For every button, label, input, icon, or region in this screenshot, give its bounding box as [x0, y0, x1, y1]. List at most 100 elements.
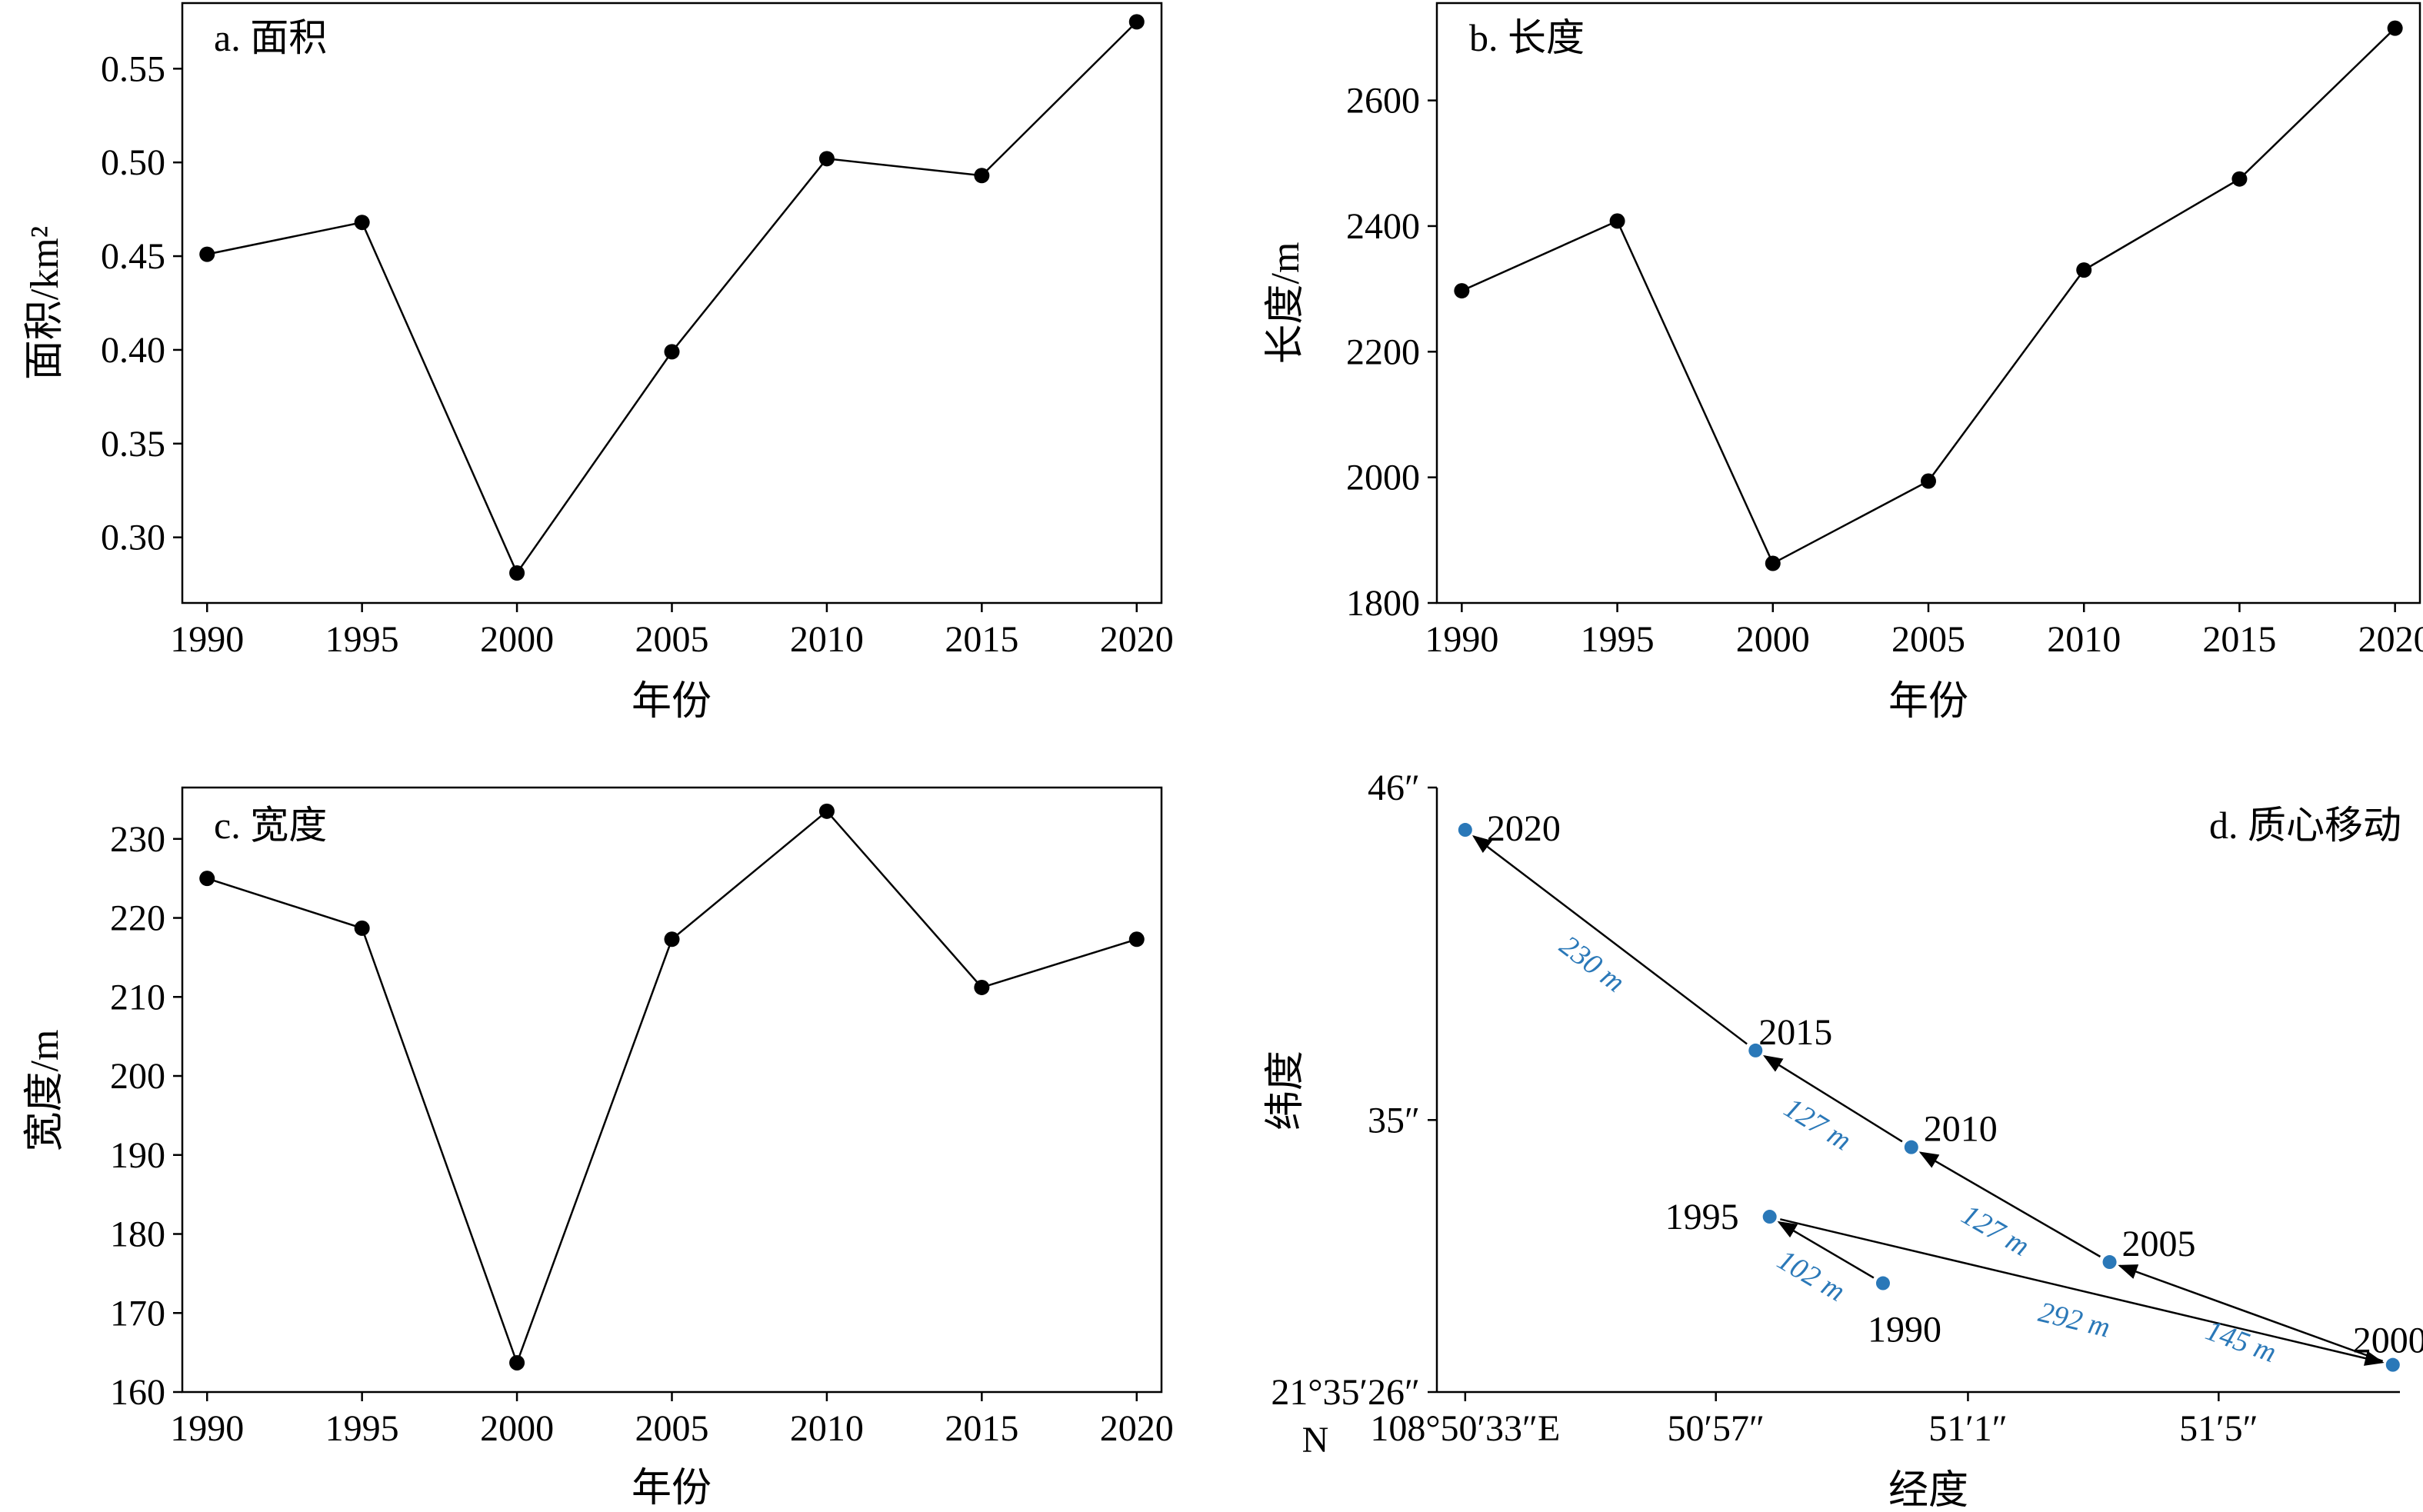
- panel-d-y-corner-label: N: [1302, 1420, 1329, 1460]
- panel-d-plot: 1990 1995 2000 2005 2010 2015 2020: [1458, 808, 2423, 1372]
- centroid-distance-label: 102 m: [1771, 1244, 1850, 1308]
- centroid-year-label: 2010: [1924, 1109, 1998, 1150]
- panel-a-x-tick-label: 2020: [1100, 619, 1174, 660]
- panel-d-x-tick-label: 50′57″: [1667, 1408, 1765, 1449]
- panel-c-y-tick-label: 190: [110, 1135, 165, 1176]
- panel-a-data-point: [199, 246, 215, 262]
- panel-b-x-tick-label: 2000: [1736, 619, 1810, 660]
- panel-a-y-axis-title: 面积/km²: [23, 226, 67, 381]
- panel-a-data-point: [818, 151, 835, 167]
- panel-b-x-tick-label: 2015: [2202, 619, 2276, 660]
- panel-c-series-line: [206, 810, 1138, 1366]
- panel-b-data-point: [2387, 20, 2403, 36]
- panel-a-x-tick-label: 1995: [325, 619, 399, 660]
- panel-d-y-tick-label: 46″: [1368, 768, 1420, 808]
- panel-c-x-tick-label: 2005: [635, 1408, 709, 1449]
- panel-c-x-ticks: 1990 1995 2000 2005 2010 2015 2020: [170, 1392, 1174, 1449]
- panel-a-frame: [181, 2, 1163, 604]
- panel-b-y-tick-label: 1800: [1346, 583, 1420, 624]
- panel-c-data-point: [354, 920, 370, 936]
- centroid-distance-label: 292 m: [2035, 1296, 2113, 1344]
- panel-b-data-point: [1609, 213, 1625, 229]
- centroid-shift-arrow: [1763, 1054, 1903, 1143]
- panel-b-frame: [1435, 2, 2421, 604]
- panel-a-series-line: [206, 21, 1138, 575]
- panel-d-centroid-shift: d. 质心移动 经度 纬度 N 108°50′33″E 50′57″ 51′1″ 51…: [1264, 768, 2423, 1512]
- panel-b-y-tick-label: 2600: [1346, 81, 1420, 122]
- panel-c-y-ticks: 160 170 180 190 200 210 220 230: [110, 819, 182, 1413]
- centroid-distance-label: 127 m: [1778, 1091, 1857, 1157]
- centroid-point: [2102, 1255, 2117, 1270]
- panel-c-y-tick-label: 180: [110, 1214, 165, 1255]
- panel-a-y-tick-label: 0.30: [101, 518, 165, 558]
- panel-c-x-tick-label: 2000: [480, 1408, 554, 1449]
- panel-b-plot: [1454, 20, 2403, 571]
- centroid-year-label: 2020: [1487, 808, 1561, 849]
- panel-c-data-point: [1128, 931, 1145, 947]
- panel-d-x-tick-label: 51′5″: [2179, 1408, 2258, 1449]
- panel-d-x-axis-title: 经度: [1888, 1469, 1968, 1512]
- panel-b-data-point: [2231, 171, 2248, 187]
- panel-c-width-chart: c. 宽度 年份 宽度/m 1990 1995 2000 2005 2010 2015 20…: [23, 786, 1174, 1510]
- panel-c-frame: [181, 786, 1163, 1394]
- panel-c-y-tick-label: 220: [110, 898, 165, 939]
- panel-b-y-tick-label: 2400: [1346, 206, 1420, 247]
- panel-b-data-point: [1921, 473, 1936, 489]
- panel-a-label: a. 面积: [214, 16, 327, 59]
- panel-b-data-point: [1454, 283, 1470, 299]
- panel-c-x-tick-label: 2020: [1100, 1408, 1174, 1449]
- centroid-distance-label: 230 m: [1554, 929, 1631, 998]
- panel-d-y-tick-label: 21°35′26″: [1271, 1372, 1420, 1413]
- panel-c-y-tick-label: 230: [110, 819, 165, 860]
- centroid-point: [1904, 1140, 1918, 1154]
- panel-a-area-chart: a. 面积 年份 面积/km² 1990 1995 2000 2005 2010 2015…: [23, 2, 1174, 724]
- panel-a-data-point: [509, 565, 525, 581]
- panel-c-y-axis-title: 宽度/m: [23, 1030, 67, 1152]
- panel-c-x-tick-label: 1990: [170, 1408, 244, 1449]
- panel-b-x-tick-label: 1990: [1425, 619, 1498, 660]
- panel-b-x-ticks: 1990 1995 2000 2005 2010 2015 2020: [1425, 603, 2423, 660]
- panel-b-data-point: [1765, 555, 1781, 571]
- panel-c-data-point: [199, 871, 215, 887]
- panel-a-plot: [199, 14, 1145, 581]
- panel-a-data-point: [354, 215, 370, 231]
- panel-d-x-tick-label: 51′1″: [1928, 1408, 2008, 1449]
- centroid-year-label: 1990: [1868, 1310, 1941, 1350]
- centroid-year-label: 1995: [1665, 1197, 1739, 1237]
- panel-a-data-point: [1128, 14, 1145, 30]
- centroid-point: [1762, 1210, 1777, 1224]
- centroid-year-label: 2000: [2353, 1321, 2423, 1361]
- centroid-point: [1748, 1043, 1763, 1057]
- panel-a-y-tick-label: 0.40: [101, 330, 165, 371]
- panel-a-data-point: [664, 344, 680, 360]
- centroid-year-label: 2015: [1758, 1012, 1832, 1053]
- panel-b-x-tick-label: 2005: [1891, 619, 1965, 660]
- panel-b-x-tick-label: 2010: [2047, 619, 2121, 660]
- panel-b-y-tick-label: 2000: [1346, 458, 1420, 498]
- panel-c-data-point: [664, 931, 680, 947]
- panel-c-plot: [199, 803, 1145, 1370]
- centroid-year-label: 2005: [2122, 1224, 2196, 1264]
- panel-c-y-tick-label: 170: [110, 1293, 165, 1334]
- panel-b-y-ticks: 1800 2000 2200 2400 2600: [1346, 81, 1437, 624]
- panel-a-x-ticks: 1990 1995 2000 2005 2010 2015 2020: [170, 603, 1174, 660]
- panel-b-y-tick-label: 2200: [1346, 331, 1420, 372]
- panel-c-x-tick-label: 1995: [325, 1408, 399, 1449]
- panel-d-x-tick-label: 108°50′33″E: [1370, 1408, 1560, 1449]
- panel-c-data-point: [509, 1354, 525, 1370]
- panel-a-x-tick-label: 2015: [945, 619, 1018, 660]
- panel-d-label: d. 质心移动: [2209, 804, 2401, 847]
- panel-a-y-tick-label: 0.35: [101, 424, 165, 465]
- panel-c-data-point: [818, 803, 835, 819]
- panel-c-y-tick-label: 200: [110, 1056, 165, 1097]
- panel-a-y-tick-label: 0.45: [101, 236, 165, 277]
- panel-c-x-tick-label: 2010: [790, 1408, 864, 1449]
- panel-d-arrows: 102 m 292 m 145 m 127 m 127 m 230 m: [1471, 834, 2385, 1369]
- panel-b-data-point: [2076, 262, 2092, 278]
- panel-b-x-axis-title: 年份: [1888, 680, 1968, 724]
- panel-c-data-point: [974, 979, 990, 995]
- panel-c-y-tick-label: 210: [110, 977, 165, 1017]
- centroid-shift-arrow: [2118, 1264, 2384, 1363]
- panel-a-x-tick-label: 2000: [480, 619, 554, 660]
